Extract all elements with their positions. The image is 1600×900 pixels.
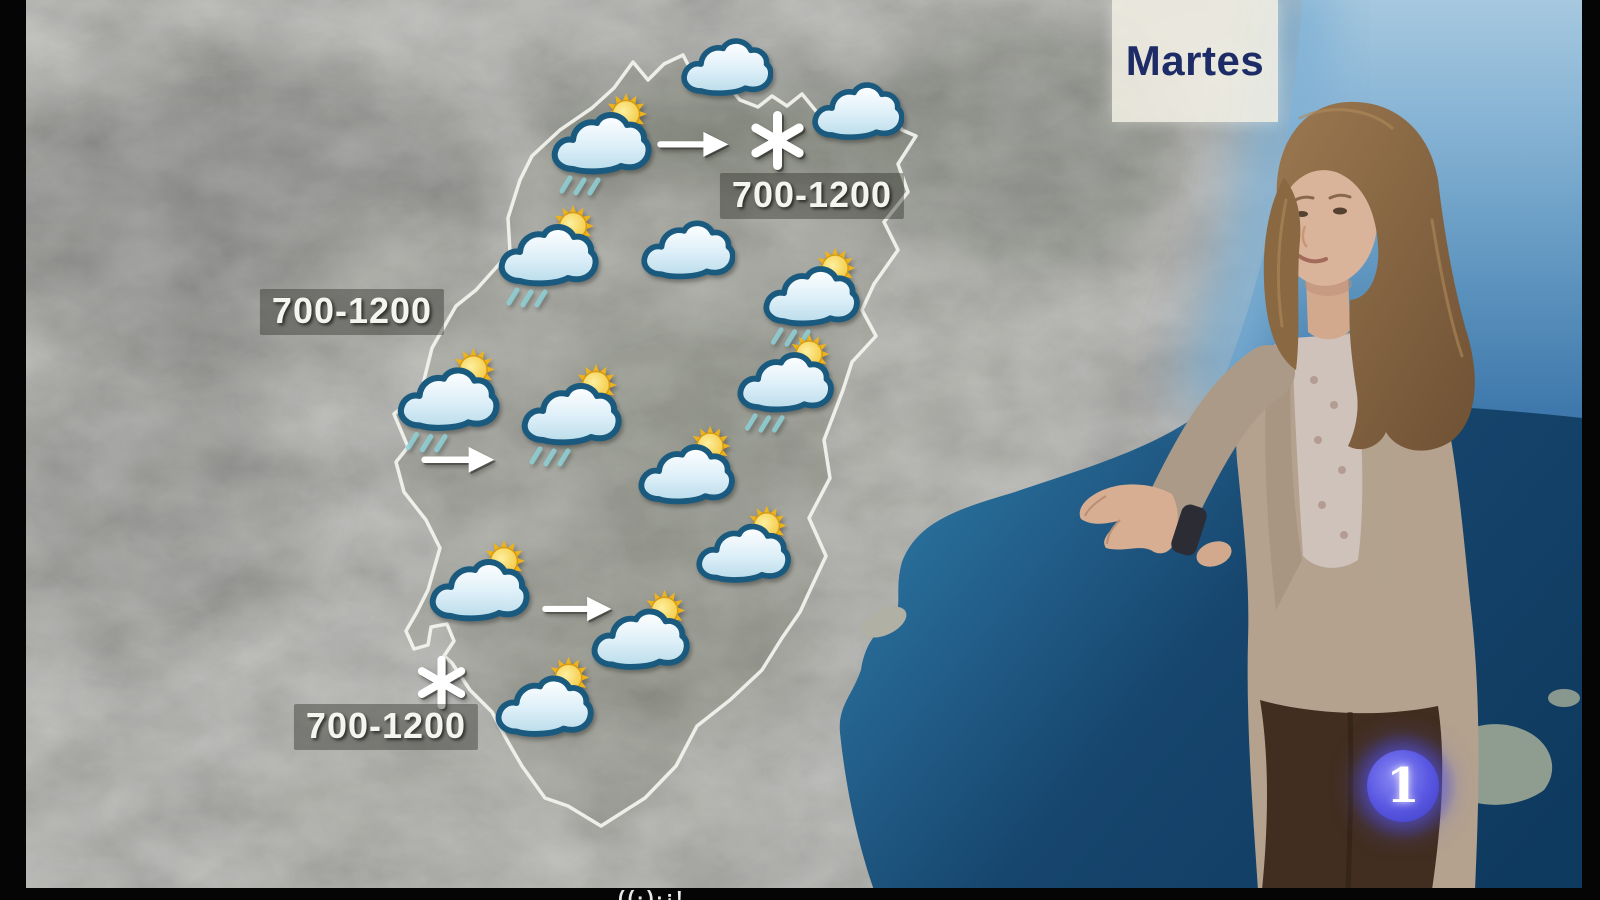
day-label: Martes (1112, 0, 1278, 122)
presenter-clicker (1171, 504, 1207, 556)
frame-bar-bottom (0, 888, 1600, 900)
frame-bar-left (0, 0, 26, 900)
caption-fragment: ((·)·¡! (618, 889, 686, 900)
presenter-arm (1147, 345, 1295, 531)
presenter-hair (1276, 101, 1475, 451)
menorca-island (1548, 689, 1580, 707)
frame-bar-right (1582, 0, 1600, 900)
snow-level-label: 700-1200 (293, 704, 479, 750)
presenter-face (1276, 162, 1378, 286)
snow-level-label: 700-1200 (259, 289, 445, 335)
snow-level-label: 700-1200 (719, 173, 905, 219)
presenter-hand (1079, 484, 1178, 554)
channel-logo-disc (1367, 750, 1439, 822)
channel-logo: 1 (1348, 731, 1458, 841)
channel-logo-number: 1 (1386, 758, 1420, 814)
day-label-text: Martes (1125, 37, 1265, 84)
ebro-delta (861, 606, 907, 638)
presenter-hair-front (1263, 178, 1301, 370)
presenter-blouse (1292, 334, 1363, 568)
